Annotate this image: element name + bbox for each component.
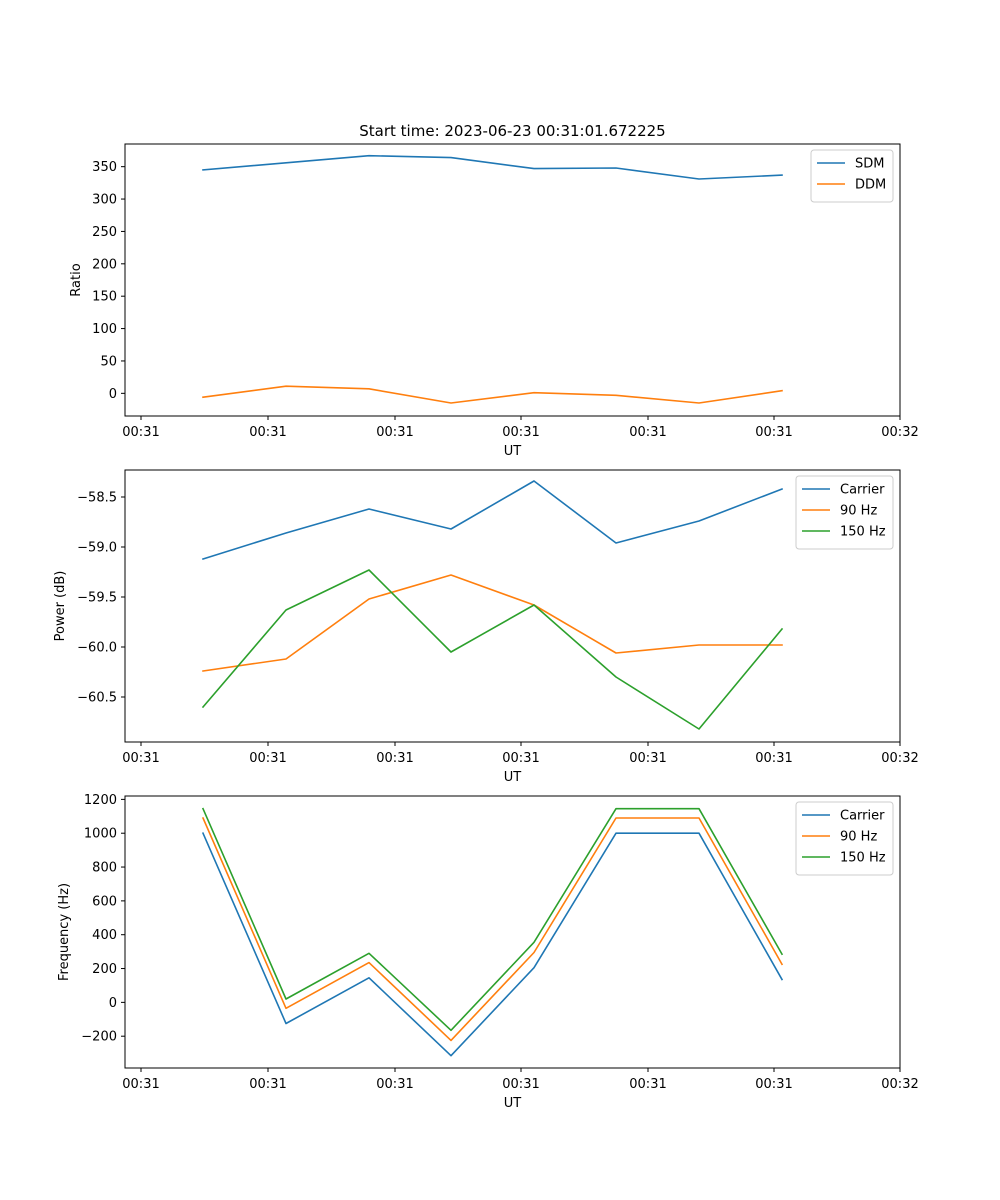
x-tick-label: 00:31 [376,751,413,766]
legend-label: SDM [855,157,884,172]
chart-panel-1: 00:31 00:31 00:31 00:31 00:31 00:31 00:32 UT 0 50… [69,143,919,459]
y-tick-label: −59.0 [77,541,117,556]
series-line-90-hz [201,816,784,1042]
legend: Carrier 90 Hz 150 Hz [795,801,894,876]
x-axis-label: UT [504,444,522,459]
x-tick-label: 00:31 [629,751,666,766]
x-tick-label: 00:31 [376,425,413,440]
y-axis-label: Power (dB) [53,571,68,642]
x-tick-label: 00:31 [629,1077,666,1092]
y-tick-label: 400 [92,928,117,943]
chart-panel-3: 00:31 00:31 00:31 00:31 00:31 00:31 00:32 UT −20… [57,793,919,1111]
x-tick-label: 00:31 [755,1077,792,1092]
y-tick-label: 0 [109,387,117,402]
x-tick-label: 00:31 [502,1077,539,1092]
series-line-carrier [201,832,784,1057]
y-axis-label: Frequency (Hz) [57,883,72,981]
x-tick-label: 00:31 [502,751,539,766]
x-tick-label: 00:31 [629,425,666,440]
x-tick-label: 00:31 [122,1077,159,1092]
legend-label: Carrier [840,483,885,498]
x-tick-label: 00:31 [249,751,286,766]
x-tick-label: 00:32 [881,751,918,766]
plot-frame [124,795,901,1069]
x-tick-label: 00:31 [122,751,159,766]
legend-label: 90 Hz [840,830,877,845]
y-tick-label: 300 [92,193,117,208]
y-tick-label: −60.0 [77,641,117,656]
series-line-150-hz [201,569,784,730]
y-tick-label: 600 [92,894,117,909]
plot-frame [124,469,901,743]
plot-frame [124,143,901,417]
x-tick-label: 00:32 [881,1077,918,1092]
x-tick-label: 00:31 [122,425,159,440]
y-tick-label: 100 [92,322,117,337]
x-tick-label: 00:31 [249,425,286,440]
y-tick-label: 200 [92,257,117,272]
x-tick-label: 00:31 [755,751,792,766]
x-tick-label: 00:31 [502,425,539,440]
legend-label: 90 Hz [840,504,877,519]
x-axis-label: UT [504,770,522,785]
series-line-sdm [202,154,783,180]
y-tick-label: 50 [100,354,117,369]
legend-label: DDM [855,178,886,193]
chart-title: Start time: 2023-06-23 00:31:01.672225 [359,122,665,140]
series-line-90-hz [202,574,783,672]
y-tick-label: −59.5 [77,591,117,606]
y-tick-label: 200 [92,962,117,977]
legend: SDM DDM [810,149,894,203]
legend-label: Carrier [840,809,885,824]
legend-label: 150 Hz [840,851,886,866]
y-tick-label: 1000 [84,827,117,842]
y-tick-label: 0 [109,996,117,1011]
y-axis-label: Ratio [69,263,84,296]
x-axis-label: UT [504,1096,522,1111]
y-tick-label: 250 [92,225,117,240]
y-tick-label: 350 [92,160,117,175]
y-tick-label: 150 [92,290,117,305]
y-tick-label: 800 [92,861,117,876]
series-line-ddm [202,385,783,404]
chart-panel-2: 00:31 00:31 00:31 00:31 00:31 00:31 00:32 UT −60… [53,469,919,785]
legend-label: 150 Hz [840,525,886,540]
y-tick-label: 1200 [84,793,117,808]
x-tick-label: 00:31 [376,1077,413,1092]
x-tick-label: 00:31 [249,1077,286,1092]
y-tick-label: −200 [81,1030,117,1045]
legend: Carrier 90 Hz 150 Hz [795,475,894,550]
y-tick-label: −58.5 [77,491,117,506]
series-line-150-hz [201,807,784,1032]
x-tick-label: 00:32 [881,425,918,440]
x-tick-label: 00:31 [755,425,792,440]
y-tick-label: −60.5 [77,691,117,706]
series-line-carrier [201,480,784,561]
